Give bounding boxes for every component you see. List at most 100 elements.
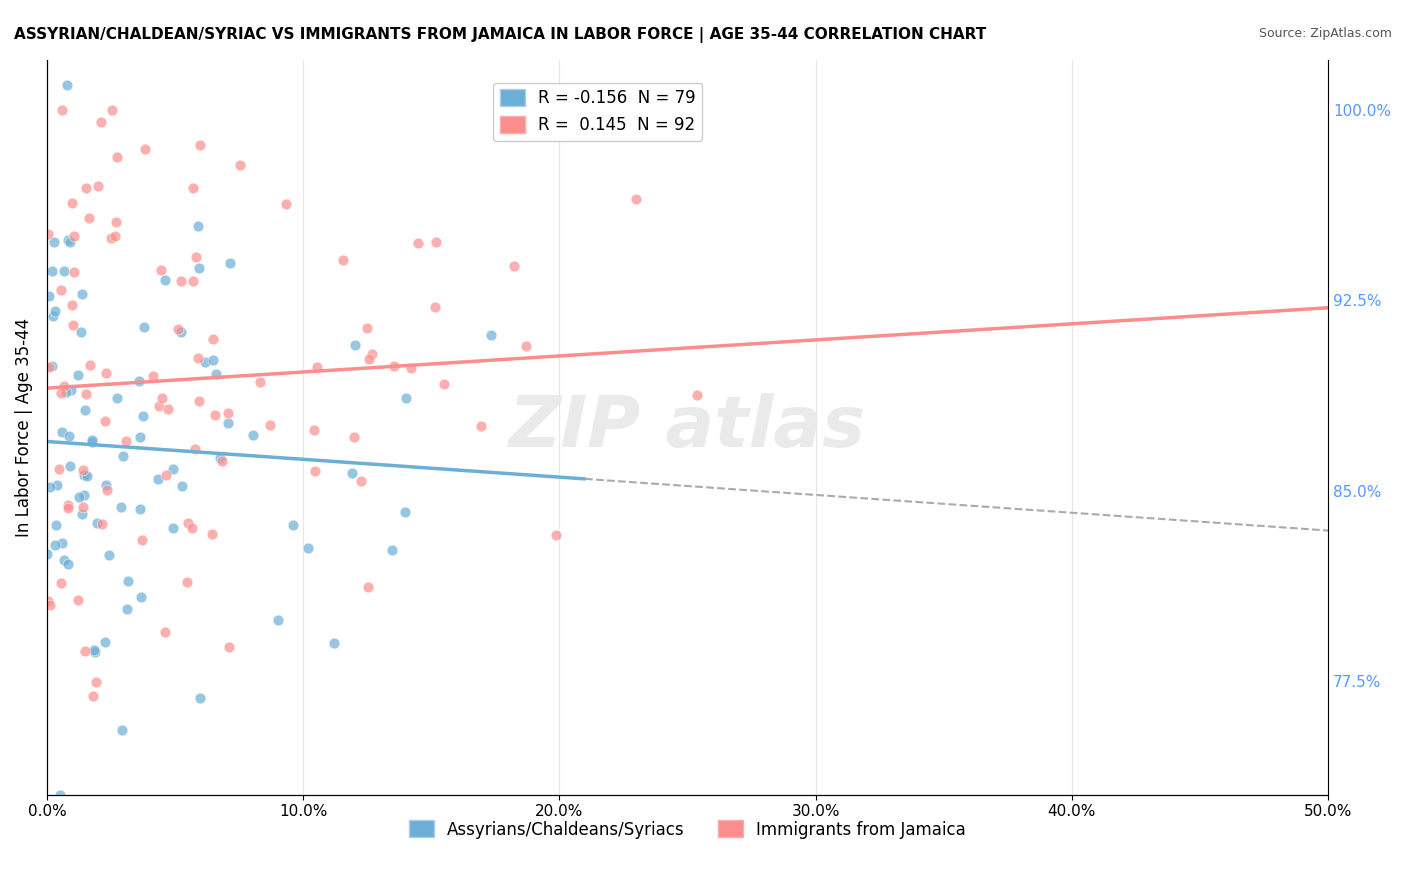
Point	[66, 368, 89, 382]
Point	[129, 430, 152, 444]
Point	[281, 518, 304, 533]
Point	[132, 319, 155, 334]
Point	[183, 442, 205, 457]
Point	[297, 541, 319, 556]
Point	[77, 211, 100, 225]
Point	[190, 138, 212, 153]
Point	[401, 361, 423, 376]
Point	[44, 304, 66, 318]
Point	[433, 377, 456, 392]
Point	[544, 528, 567, 542]
Point	[73, 468, 96, 483]
Point	[104, 228, 127, 243]
Point	[201, 332, 224, 346]
Point	[188, 690, 211, 705]
Point	[132, 409, 155, 424]
Point	[49, 576, 72, 591]
Point	[72, 507, 94, 521]
Point	[211, 454, 233, 468]
Point	[162, 462, 184, 476]
Point	[84, 674, 107, 689]
Point	[86, 516, 108, 530]
Point	[58, 429, 80, 443]
Point	[56, 233, 79, 247]
Point	[180, 521, 202, 535]
Point	[105, 392, 128, 406]
Point	[79, 359, 101, 373]
Point	[302, 423, 325, 437]
Point	[304, 464, 326, 478]
Point	[150, 391, 173, 405]
Point	[56, 500, 79, 515]
Point	[626, 192, 648, 206]
Point	[142, 369, 165, 384]
Text: ZIP atlas: ZIP atlas	[509, 392, 866, 462]
Point	[111, 723, 134, 737]
Point	[425, 235, 447, 249]
Point	[218, 640, 240, 654]
Point	[76, 469, 98, 483]
Point	[267, 613, 290, 627]
Point	[82, 435, 104, 450]
Point	[349, 474, 371, 488]
Point	[82, 689, 104, 703]
Point	[45, 518, 67, 533]
Point	[41, 359, 63, 373]
Point	[101, 103, 124, 118]
Point	[63, 265, 86, 279]
Point	[87, 179, 110, 194]
Point	[73, 644, 96, 658]
Point	[59, 458, 82, 473]
Y-axis label: In Labor Force | Age 35-44: In Labor Force | Age 35-44	[15, 318, 32, 537]
Point	[60, 383, 83, 397]
Point	[187, 394, 209, 409]
Point	[394, 505, 416, 519]
Point	[359, 352, 381, 367]
Point	[55, 384, 77, 399]
Point	[98, 548, 121, 562]
Point	[170, 274, 193, 288]
Point	[94, 635, 117, 649]
Point	[53, 264, 76, 278]
Point	[117, 574, 139, 588]
Point	[114, 434, 136, 448]
Point	[332, 252, 354, 267]
Point	[84, 645, 107, 659]
Point	[51, 425, 73, 439]
Point	[395, 392, 418, 406]
Point	[176, 575, 198, 590]
Point	[75, 387, 97, 401]
Point	[177, 516, 200, 530]
Point	[56, 558, 79, 572]
Point	[75, 181, 97, 195]
Point	[148, 399, 170, 413]
Point	[170, 478, 193, 492]
Point	[470, 419, 492, 434]
Point	[115, 602, 138, 616]
Point	[343, 430, 366, 444]
Point	[70, 286, 93, 301]
Point	[110, 500, 132, 514]
Point	[276, 197, 298, 211]
Point	[60, 196, 83, 211]
Point	[96, 478, 118, 492]
Point	[38, 289, 60, 303]
Point	[82, 433, 104, 447]
Point	[56, 499, 79, 513]
Point	[155, 624, 177, 639]
Point	[423, 300, 446, 314]
Point	[181, 274, 204, 288]
Point	[205, 368, 228, 382]
Point	[155, 467, 177, 482]
Point	[44, 538, 66, 552]
Point	[37, 227, 59, 241]
Point	[46, 478, 69, 492]
Point	[356, 321, 378, 335]
Point	[67, 490, 90, 504]
Point	[503, 259, 526, 273]
Point	[229, 157, 252, 171]
Point	[72, 500, 94, 514]
Point	[187, 351, 209, 365]
Point	[100, 231, 122, 245]
Point	[170, 325, 193, 339]
